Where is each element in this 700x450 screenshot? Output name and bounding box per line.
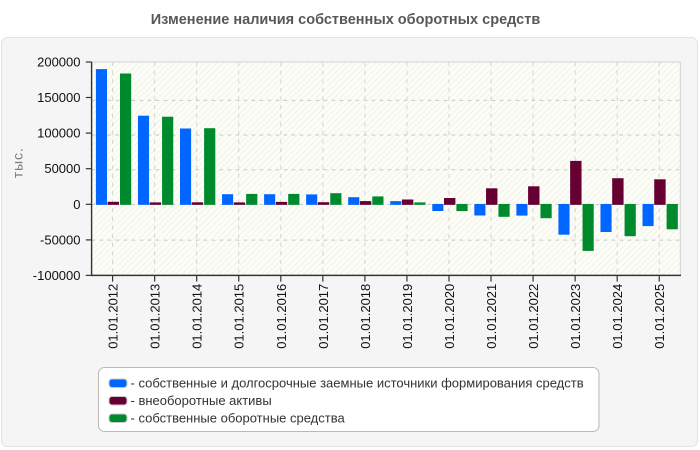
- svg-text:-50000: -50000: [40, 232, 80, 247]
- svg-text:-100000: -100000: [33, 268, 81, 283]
- svg-text:0: 0: [73, 197, 80, 212]
- svg-text:01.01.2022: 01.01.2022: [526, 284, 541, 349]
- svg-text:01.01.2024: 01.01.2024: [610, 284, 625, 349]
- svg-text:01.01.2012: 01.01.2012: [106, 284, 121, 349]
- svg-text:01.01.2018: 01.01.2018: [358, 284, 373, 349]
- svg-text:01.01.2021: 01.01.2021: [484, 284, 499, 349]
- svg-text:01.01.2023: 01.01.2023: [568, 284, 583, 349]
- svg-text:- внеоборотные активы: - внеоборотные активы: [131, 393, 272, 408]
- svg-text:01.01.2013: 01.01.2013: [148, 284, 163, 349]
- svg-text:01.01.2020: 01.01.2020: [442, 284, 457, 349]
- svg-text:200000: 200000: [37, 55, 80, 70]
- svg-text:01.01.2015: 01.01.2015: [232, 284, 247, 349]
- svg-text:01.01.2016: 01.01.2016: [274, 284, 289, 349]
- svg-text:01.01.2019: 01.01.2019: [400, 284, 415, 349]
- svg-text:100000: 100000: [37, 126, 80, 141]
- svg-text:Изменение наличия собственных: Изменение наличия собственных оборотных …: [151, 12, 541, 28]
- svg-text:01.01.2017: 01.01.2017: [316, 284, 331, 349]
- svg-text:01.01.2014: 01.01.2014: [190, 284, 205, 349]
- svg-text:- собственные и долгосрочные з: - собственные и долгосрочные заемные ист…: [131, 376, 584, 391]
- svg-text:- собственные оборотные средст: - собственные оборотные средства: [131, 411, 346, 426]
- svg-text:150000: 150000: [37, 90, 80, 105]
- svg-text:тыс.: тыс.: [10, 147, 26, 178]
- svg-text:50000: 50000: [44, 161, 80, 176]
- svg-text:01.01.2025: 01.01.2025: [652, 284, 667, 349]
